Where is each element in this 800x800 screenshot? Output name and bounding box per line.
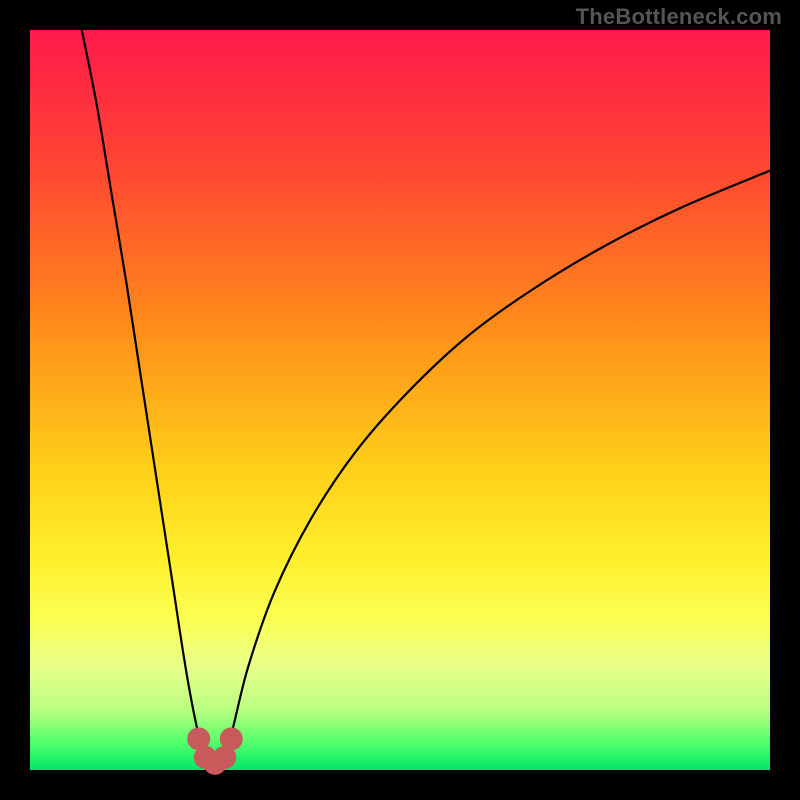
watermark-text: TheBottleneck.com [576, 4, 782, 30]
chart-frame: TheBottleneck.com [0, 0, 800, 800]
marker-point [220, 728, 242, 750]
chart-svg-host [0, 0, 800, 800]
bottleneck-chart [0, 0, 800, 800]
